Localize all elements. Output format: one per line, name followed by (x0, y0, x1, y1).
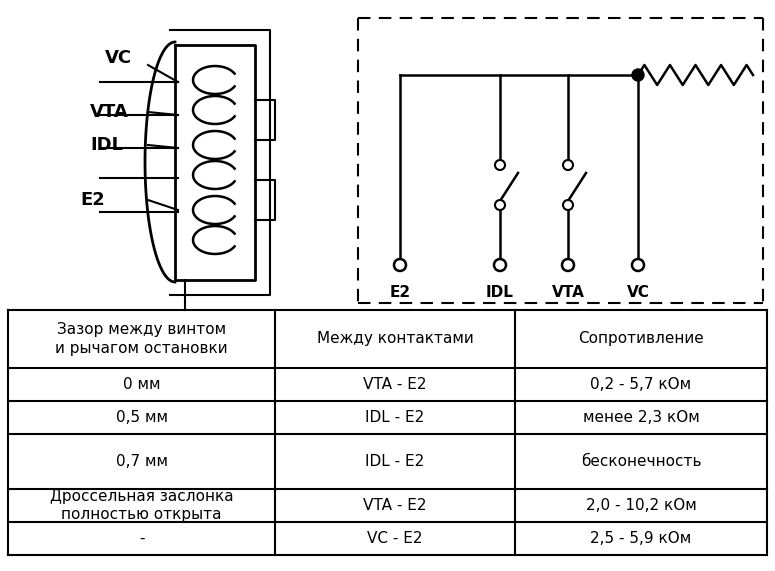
Text: VTA - E2: VTA - E2 (363, 498, 427, 513)
Text: 0,2 - 5,7 кОм: 0,2 - 5,7 кОм (591, 377, 691, 392)
Text: 0,7 мм: 0,7 мм (115, 454, 167, 469)
Text: IDL: IDL (90, 136, 123, 154)
Circle shape (495, 200, 505, 210)
Text: Зазор между винтом
и рычагом остановки: Зазор между винтом и рычагом остановки (55, 321, 228, 356)
Circle shape (563, 160, 573, 170)
Circle shape (495, 160, 505, 170)
Text: VTA: VTA (90, 103, 129, 121)
Text: -: - (139, 531, 144, 546)
Text: 0,5 мм: 0,5 мм (115, 410, 167, 425)
Text: Дроссельная заслонка
полностью открыта: Дроссельная заслонка полностью открыта (50, 489, 233, 522)
Text: 0 мм: 0 мм (122, 377, 160, 392)
Circle shape (632, 69, 644, 81)
Text: VTA: VTA (552, 285, 584, 300)
Text: бесконечность: бесконечность (580, 454, 701, 469)
Text: 2,5 - 5,9 кОм: 2,5 - 5,9 кОм (591, 531, 691, 546)
Circle shape (563, 200, 573, 210)
Text: VC: VC (105, 49, 132, 67)
Circle shape (562, 259, 574, 271)
Text: Сопротивление: Сопротивление (578, 332, 704, 347)
Text: VC - E2: VC - E2 (367, 531, 422, 546)
Text: IDL - E2: IDL - E2 (365, 410, 425, 425)
Circle shape (394, 259, 406, 271)
Circle shape (494, 259, 506, 271)
Text: E2: E2 (389, 285, 411, 300)
Text: VC: VC (626, 285, 649, 300)
Text: IDL: IDL (486, 285, 514, 300)
Text: Между контактами: Между контактами (317, 332, 474, 347)
Text: VTA - E2: VTA - E2 (363, 377, 427, 392)
Text: IDL - E2: IDL - E2 (365, 454, 425, 469)
Text: 2,0 - 10,2 кОм: 2,0 - 10,2 кОм (586, 498, 697, 513)
Text: E2: E2 (80, 191, 105, 209)
Circle shape (632, 259, 644, 271)
Text: менее 2,3 кОм: менее 2,3 кОм (583, 410, 699, 425)
